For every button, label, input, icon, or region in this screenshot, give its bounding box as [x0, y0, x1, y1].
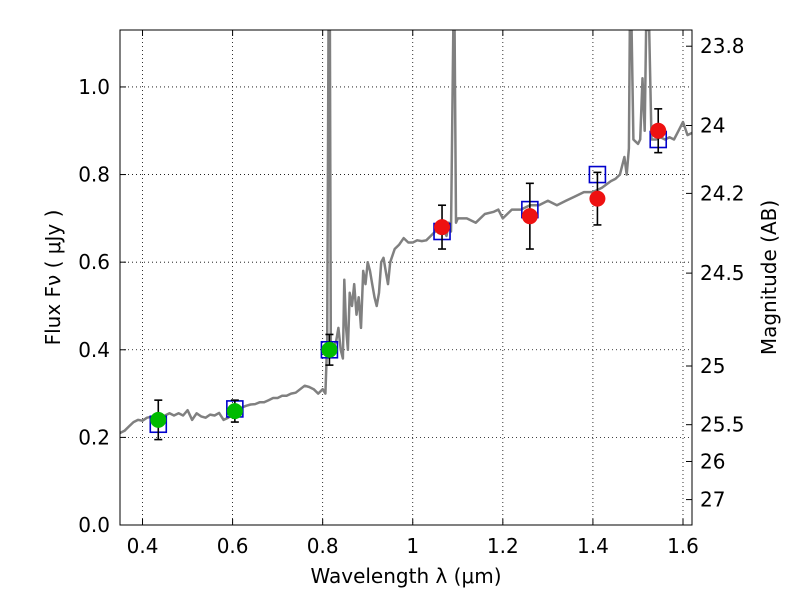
observed-nir-point — [589, 190, 606, 207]
x-tick-label: 0.6 — [217, 534, 249, 558]
y-tick-label: 0.0 — [78, 513, 110, 537]
observed-optical-point — [150, 411, 167, 428]
right-tick-label: 26 — [700, 449, 725, 473]
y-tick-label: 0.8 — [78, 163, 110, 187]
model-photometry-layer — [149, 130, 668, 434]
x-tick-label: 1.6 — [667, 534, 699, 558]
plot-area — [120, 30, 692, 441]
observed-nir-point — [650, 122, 667, 139]
observed-photometry-layer — [150, 108, 667, 441]
right-tick-label: 24.2 — [700, 181, 745, 205]
right-tick-label: 23.8 — [700, 34, 745, 58]
observed-nir-point — [521, 208, 538, 225]
axis-ticks — [120, 30, 692, 526]
y-tick-label: 0.6 — [78, 250, 110, 274]
x-tick-label: 1.4 — [577, 534, 609, 558]
right-tick-label: 25.5 — [700, 413, 745, 437]
x-tick-label: 0.4 — [127, 534, 159, 558]
observed-optical-point — [321, 341, 338, 358]
x-tick-label: 1 — [406, 534, 419, 558]
spectrum-layer — [120, 30, 692, 435]
right-axis-label: Magnitude (AB) — [757, 200, 781, 355]
tick-labels: 0.4 0.6 0.8 1 1.2 1.4 1.6 0.0 0.2 0.4 0.6 0.8 1.0 23.… — [78, 34, 744, 558]
grid — [120, 30, 692, 525]
y-axis-label: Flux Fν ( μJy ) — [41, 210, 65, 346]
observed-nir-point — [434, 219, 451, 236]
right-tick-label: 24.5 — [700, 261, 745, 285]
x-tick-label: 1.2 — [487, 534, 519, 558]
observed-optical-point — [226, 403, 243, 420]
y-tick-label: 0.2 — [78, 425, 110, 449]
x-axis-label: Wavelength λ (μm) — [310, 564, 501, 588]
x-tick-label: 0.8 — [307, 534, 339, 558]
spectrum-line — [120, 30, 692, 435]
right-tick-label: 24 — [700, 113, 725, 137]
y-tick-label: 0.4 — [78, 338, 110, 362]
right-tick-label: 27 — [700, 488, 725, 512]
y-tick-label: 1.0 — [78, 75, 110, 99]
right-tick-label: 25 — [700, 354, 725, 378]
plot-frame — [119, 29, 693, 526]
